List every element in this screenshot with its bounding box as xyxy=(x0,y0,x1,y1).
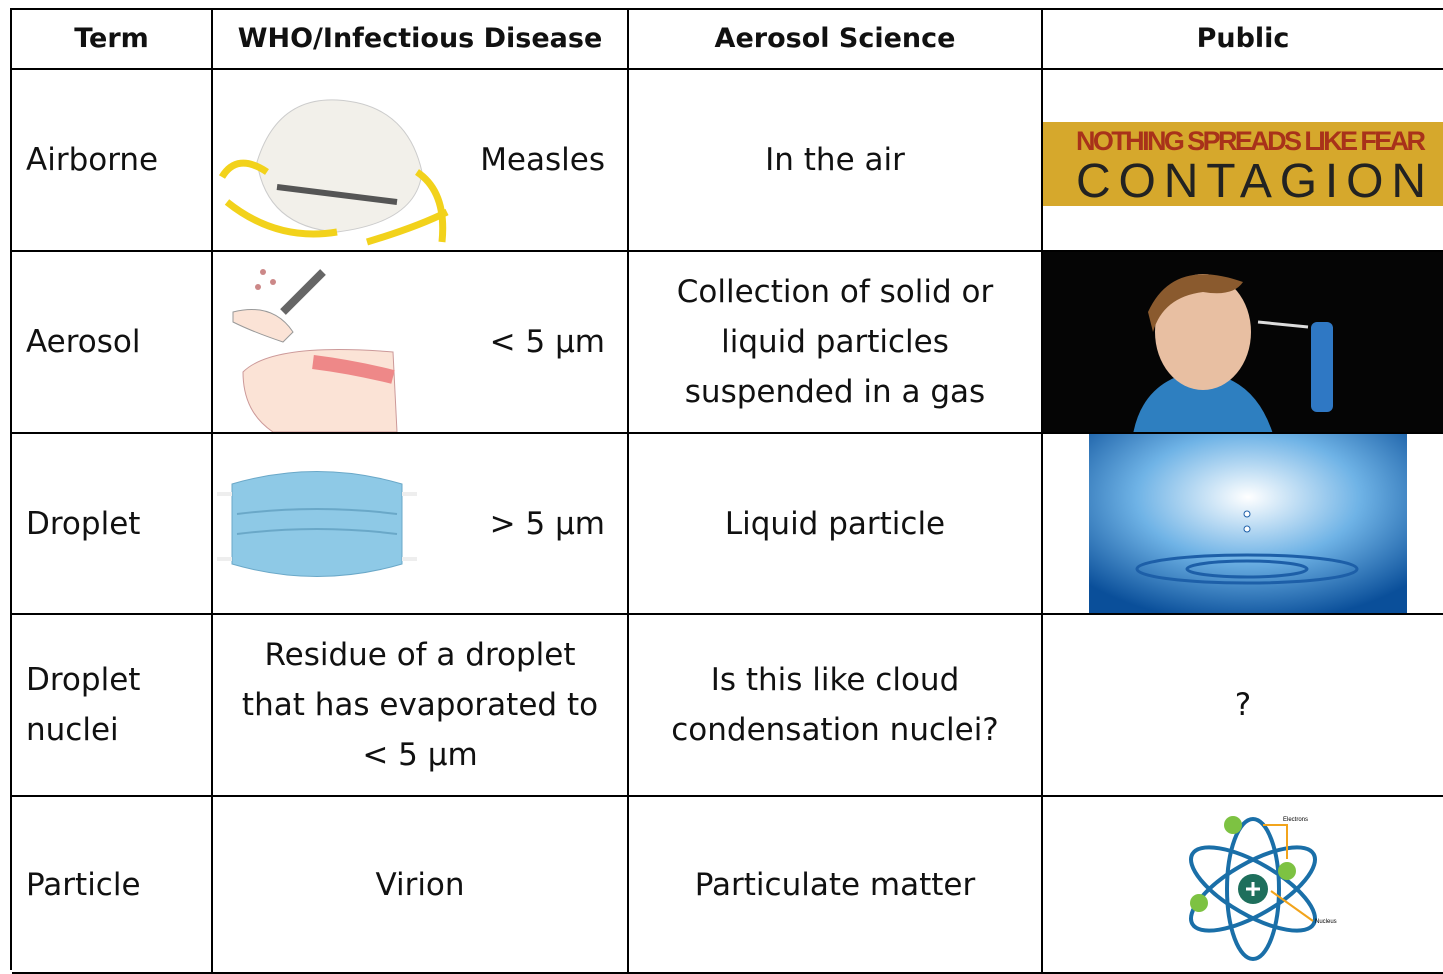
spray-image xyxy=(1043,252,1443,432)
cell-text: Virion xyxy=(375,860,464,910)
atom-label: Electrons xyxy=(1283,817,1308,823)
cell-text: Particle xyxy=(26,860,141,910)
contagion-poster: NOTHING SPREADS LIKE FEAR CONTAGION xyxy=(1043,122,1443,206)
text-line: Particulate matter xyxy=(694,866,976,903)
text-line: Collection of solid or xyxy=(676,274,994,310)
public-cell xyxy=(1043,434,1443,615)
text-line: suspended in a gas xyxy=(684,374,986,410)
who-cell: < 5 µm xyxy=(213,252,629,434)
public-cell xyxy=(1043,252,1443,434)
header-text: Public xyxy=(1196,23,1290,54)
header-cell: Public xyxy=(1043,10,1443,70)
cell-text: Droplet xyxy=(26,499,140,549)
term-cell: Droplet nuclei xyxy=(12,615,213,797)
text-line: In the air xyxy=(765,142,905,178)
public-cell: ? xyxy=(1043,615,1443,797)
who-cell: Residue of a droplet that has evaporated … xyxy=(213,615,629,797)
atom-image: Electrons Nucleus xyxy=(1189,816,1337,961)
cell-text: Droplet nuclei xyxy=(26,655,140,755)
header-cell: WHO/Infectious Disease xyxy=(213,10,629,70)
text-line: Droplet xyxy=(26,662,141,698)
text-line: < 5 µm xyxy=(489,324,605,360)
public-cell: Electrons Nucleus xyxy=(1043,797,1443,974)
aerosol-cell: Collection of solid or liquid particles su… xyxy=(629,252,1043,434)
aerosol-cell: In the air xyxy=(629,70,1043,252)
text-line: Airborne xyxy=(26,142,159,178)
who-text: < 5 µm xyxy=(490,252,605,432)
who-cell: Virion xyxy=(213,797,629,974)
cell-text: Aerosol xyxy=(26,317,141,367)
table: Term WHO/Infectious Disease Aerosol Scie… xyxy=(10,8,1443,974)
header-text: Aerosol Science xyxy=(714,23,956,54)
atom-label: Nucleus xyxy=(1315,919,1337,925)
respirator-image xyxy=(218,99,449,246)
aerosol-cell: Is this like cloud condensation nuclei? xyxy=(629,615,1043,797)
term-cell: Droplet xyxy=(12,434,213,615)
text-line: condensation nuclei? xyxy=(671,712,999,748)
text-line: > 5 µm xyxy=(489,505,605,542)
who-text: Measles xyxy=(480,70,605,250)
cell-text: Residue of a droplet that has evaporated … xyxy=(242,630,598,780)
text-line: liquid particles xyxy=(721,324,949,360)
who-cell: Measles xyxy=(213,70,629,252)
cell-text: > 5 µm xyxy=(490,499,605,549)
cell-text: Collection of solid or liquid particles su… xyxy=(677,267,994,417)
term-cell: Aerosol xyxy=(12,252,213,434)
cell-text: Liquid particle xyxy=(725,499,945,549)
text-line: Is this like cloud xyxy=(710,662,960,698)
water-drop-image xyxy=(1089,434,1407,613)
text-line: Particle xyxy=(26,866,141,903)
header-text: Term xyxy=(74,23,149,54)
cell-text: Measles xyxy=(480,135,605,185)
text-line: nuclei xyxy=(26,712,119,748)
who-text: > 5 µm xyxy=(490,434,605,613)
who-cell: > 5 µm xyxy=(213,434,629,615)
term-cell: Airborne xyxy=(12,70,213,252)
text-line: Measles xyxy=(480,142,605,178)
cell-text: In the air xyxy=(765,135,905,185)
text-line: < 5 µm xyxy=(362,737,478,773)
header-cell: Aerosol Science xyxy=(629,10,1043,70)
poster-tagline: NOTHING SPREADS LIKE FEAR xyxy=(1076,126,1426,156)
term-cell: Particle xyxy=(12,797,213,974)
cell-text: Airborne xyxy=(26,135,158,185)
text-line: that has evaporated to xyxy=(241,687,599,723)
public-cell: NOTHING SPREADS LIKE FEAR CONTAGION xyxy=(1043,70,1443,252)
aerosol-cell: Liquid particle xyxy=(629,434,1043,615)
aerosol-cell: Particulate matter xyxy=(629,797,1043,974)
header-cell: Term xyxy=(12,10,213,70)
cell-text: Is this like cloud condensation nuclei? xyxy=(671,655,999,755)
surgical-mask-image xyxy=(217,471,417,577)
cell-text: < 5 µm xyxy=(490,317,605,367)
text-line: Residue of a droplet xyxy=(264,637,576,673)
cell-text: Particulate matter xyxy=(695,860,976,910)
header-text: WHO/Infectious Disease xyxy=(237,23,603,54)
public-text: ? xyxy=(1234,687,1252,723)
text-line: Droplet xyxy=(26,505,141,542)
text-line: Virion xyxy=(375,866,465,903)
intubation-image xyxy=(232,269,398,432)
poster-title: CONTAGION xyxy=(1076,155,1426,206)
text-line: Aerosol xyxy=(26,324,141,360)
text-line: Liquid particle xyxy=(724,505,946,542)
